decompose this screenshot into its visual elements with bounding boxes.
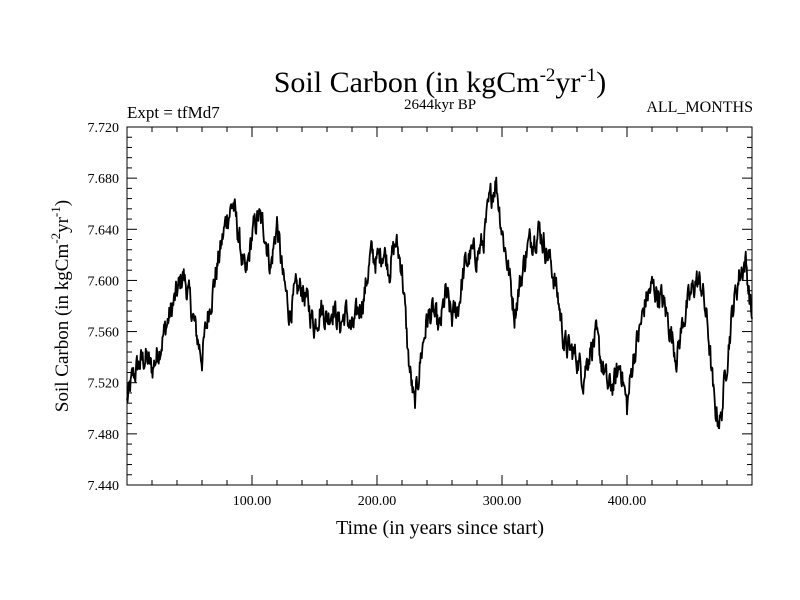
- x-tick-label: 400.00: [608, 494, 647, 509]
- y-tick-label: 7.480: [88, 428, 120, 443]
- y-axis-label: Soil Carbon (in kgCm-2yr-1): [48, 200, 73, 412]
- x-tick-label: 200.00: [358, 494, 397, 509]
- x-axis-label: Time (in years since start): [336, 517, 544, 539]
- major-ticks: [127, 126, 752, 486]
- soil-carbon-series-line: [126, 176, 753, 430]
- experiment-label: Expt = tfMd7: [127, 103, 220, 122]
- y-tick-label: 7.680: [88, 172, 120, 187]
- x-tick-label: 100.00: [233, 494, 272, 509]
- y-tick-label: 7.640: [88, 223, 120, 238]
- plot-area-frame: [126, 126, 753, 486]
- chart-title: Soil Carbon (in kgCm-2yr-1): [274, 65, 607, 99]
- y-tick-label: 7.600: [88, 274, 120, 289]
- y-tick-label: 7.720: [88, 121, 120, 136]
- y-tick-labels: 7.440 7.480 7.520 7.560 7.600 7.640 7.680 7.720: [88, 121, 120, 494]
- x-tick-labels: 100.00 200.00 300.00 400.00: [233, 494, 647, 509]
- chart-subtitle: 2644kyr BP: [404, 97, 476, 113]
- minor-ticks: [127, 127, 752, 485]
- y-tick-label: 7.560: [88, 326, 120, 341]
- months-label: ALL_MONTHS: [646, 99, 753, 116]
- y-tick-label: 7.440: [88, 479, 120, 494]
- x-tick-label: 300.00: [483, 494, 522, 509]
- y-tick-label: 7.520: [88, 377, 120, 392]
